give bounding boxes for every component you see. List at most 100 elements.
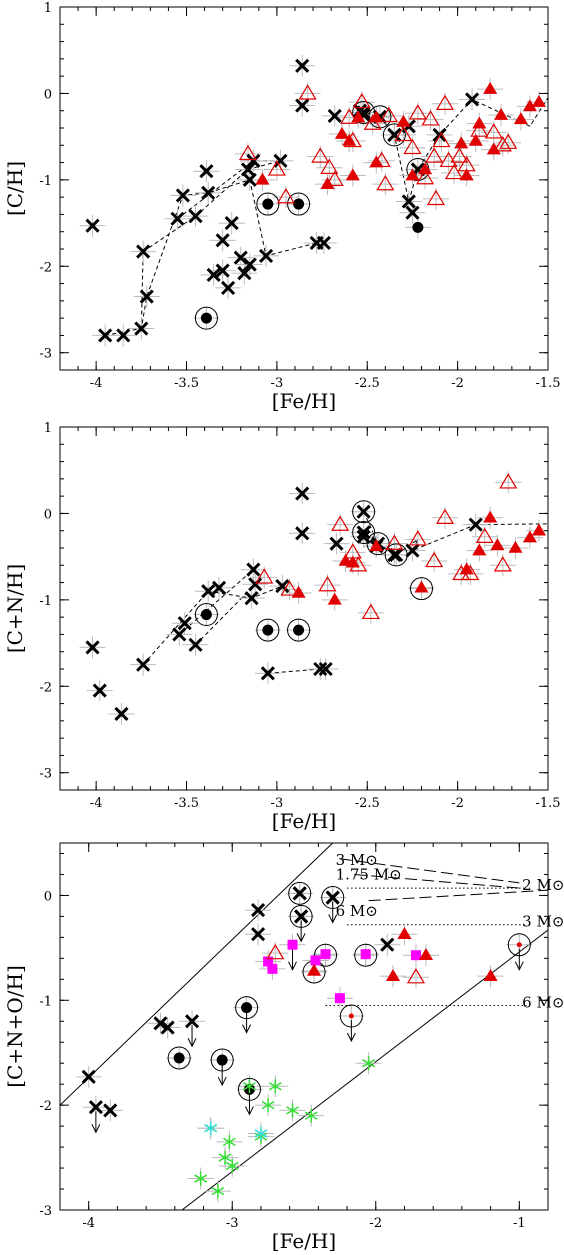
point-open-triangle	[266, 943, 285, 960]
point-filled-triangle	[291, 585, 306, 598]
point-filled-triangle	[483, 968, 498, 981]
point-filled-triangle	[522, 530, 537, 543]
point-x	[85, 640, 100, 655]
point-filled-triangle	[414, 580, 429, 593]
point-x	[201, 584, 216, 599]
point-filled-triangle	[306, 963, 322, 976]
point-x	[242, 257, 257, 272]
point-x	[242, 172, 257, 187]
x-tick-label: -4	[90, 376, 103, 391]
point-x	[295, 486, 310, 501]
panel-2: -4 -3.5 -3 -2.5 -2 -1.510-1-2-3[Fe/H][C+N/H]	[3, 421, 561, 833]
upper-limit-arrowhead	[217, 1076, 227, 1087]
point-asterisk	[268, 1079, 282, 1094]
point-asterisk	[222, 1134, 236, 1149]
mass-label: 3 M⊙	[522, 913, 564, 931]
point-x	[184, 1014, 200, 1029]
point-x	[356, 504, 371, 519]
reference-line-dashed	[339, 858, 520, 884]
point-circle	[321, 886, 345, 910]
point-asterisk	[211, 1184, 225, 1199]
mass-label: 6 M⊙	[522, 993, 564, 1011]
point-dot	[412, 221, 424, 233]
point-circle	[384, 543, 408, 567]
point-square	[267, 963, 278, 974]
point-open-triangle	[484, 123, 503, 139]
upper-limit-arrowhead	[514, 961, 524, 971]
point-open-triangle	[276, 187, 295, 204]
point-asterisk	[254, 1126, 268, 1141]
point-circle	[194, 603, 218, 627]
point-dot	[216, 1054, 228, 1066]
point-x	[244, 591, 259, 606]
point-x	[175, 188, 190, 203]
point-filled-triangle	[418, 162, 433, 175]
point-open-triangle	[394, 125, 413, 142]
mass-label: 3 M⊙	[336, 851, 378, 869]
point-x	[356, 525, 371, 540]
point-circle	[354, 943, 378, 967]
point-open-triangle	[421, 110, 440, 126]
point-x	[224, 216, 239, 231]
x-tick-label: -3.5	[174, 376, 199, 391]
point-open-triangle	[499, 473, 518, 489]
point-filled-triangle	[338, 553, 353, 566]
point-circle	[352, 520, 376, 544]
y-tick-label: -3	[39, 1204, 52, 1219]
point-x	[295, 526, 310, 541]
y-tick-label: 0	[44, 87, 52, 102]
point-dot	[173, 1052, 185, 1064]
point-x	[199, 164, 214, 179]
point-square	[334, 993, 345, 1004]
point-x	[160, 1020, 175, 1035]
point-circle	[256, 192, 280, 216]
point-filled-triangle	[472, 116, 487, 129]
point-asterisk	[225, 1158, 239, 1173]
point-open-triangle	[408, 530, 427, 546]
upper-limit-arrowhead	[328, 914, 338, 924]
y-tick-label: -3	[39, 347, 52, 362]
point-x	[465, 92, 480, 107]
x-axis-title: [Fe/H]	[272, 389, 336, 413]
point-x	[295, 58, 310, 73]
x-tick-label: -4	[90, 796, 103, 811]
point-x	[260, 666, 275, 681]
point-x	[114, 706, 129, 722]
point-filled-triangle	[342, 133, 357, 146]
x-tick-label: -1.5	[535, 376, 560, 391]
point-x	[237, 266, 252, 281]
point-x	[85, 218, 100, 233]
plot-area	[79, 471, 548, 725]
point-circle	[287, 618, 311, 642]
point-square	[310, 955, 321, 966]
point-x	[233, 250, 248, 265]
point-circle	[409, 577, 433, 601]
x-tick-label: -3	[271, 376, 284, 391]
point-open-triangle	[298, 84, 317, 100]
point-circle	[382, 123, 406, 147]
point-circle	[314, 943, 338, 967]
point-open-triangle	[475, 527, 494, 543]
point-filled-triangle	[345, 555, 360, 568]
point-circle	[289, 904, 313, 928]
point-filled-triangle	[513, 112, 528, 125]
upper-limit-arrowhead	[296, 933, 306, 943]
point-dot	[262, 624, 274, 636]
x-tick-label: -2	[369, 1216, 382, 1231]
point-asterisk	[286, 1103, 299, 1118]
point-x	[177, 616, 192, 631]
point-open-triangle	[406, 968, 426, 984]
point-open-triangle	[416, 168, 435, 185]
point-x	[329, 536, 344, 551]
point-open-triangle	[408, 104, 427, 120]
point-x	[292, 886, 307, 901]
point-open-triangle	[444, 163, 464, 180]
point-asterisk	[261, 1098, 275, 1113]
plot-frame	[59, 426, 549, 791]
point-dot	[241, 1002, 253, 1014]
point-x	[116, 328, 131, 343]
y-tick-label: -2	[39, 1099, 52, 1114]
point-open-triangle	[425, 551, 444, 568]
point-open-triangle	[435, 508, 455, 524]
reference-line-dashed	[354, 873, 520, 889]
